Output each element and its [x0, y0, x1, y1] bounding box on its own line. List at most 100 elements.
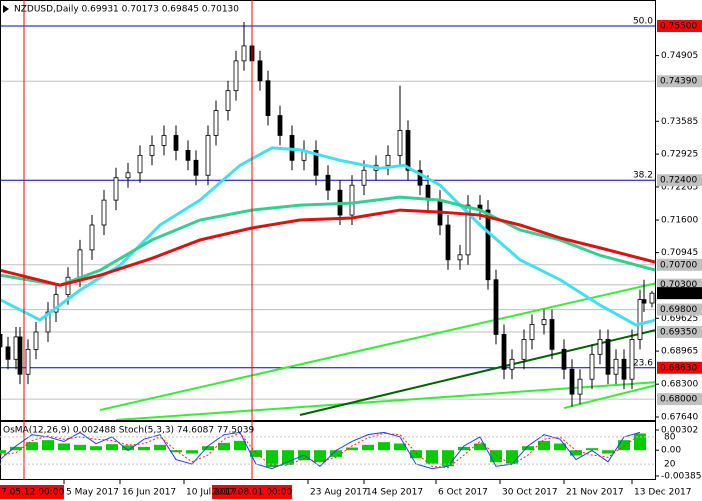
level-label: 0.70130	[660, 289, 697, 299]
x-tick-label: 13 Dec 2017	[634, 488, 692, 498]
osma-bar	[10, 446, 22, 451]
candle-body	[509, 358, 515, 370]
marker-label: 2017.08.01 00:00	[212, 488, 293, 498]
stoch-line	[0, 432, 641, 469]
osma-bar	[362, 444, 374, 451]
moving-average	[1, 208, 655, 287]
candle-body	[25, 348, 31, 375]
candle-body	[101, 199, 107, 226]
candle-body	[349, 184, 355, 216]
y-tick-label: 0.00	[661, 446, 681, 456]
x-tick-label: 21 Nov 2017	[566, 488, 624, 498]
level-ratio: 50.0	[633, 17, 653, 27]
marker-box	[0, 485, 64, 499]
candle-body	[277, 115, 283, 136]
osma-bar	[186, 450, 198, 454]
candle-body	[161, 135, 167, 146]
main-frame	[0, 0, 656, 421]
candle-body	[589, 353, 595, 380]
candle-body	[65, 276, 71, 296]
level-ratio: 38.2	[633, 171, 653, 181]
candle-body	[213, 110, 219, 136]
level-label: 0.70300	[660, 280, 697, 290]
candle-body	[13, 336, 19, 360]
osma-bar	[586, 448, 598, 451]
level-label: 0.69800	[660, 305, 697, 315]
osma-bar	[218, 442, 230, 451]
trend-line	[115, 381, 655, 420]
candle-body	[53, 294, 59, 313]
osma-bar	[474, 443, 486, 451]
candle-body	[485, 209, 491, 281]
osma-bar	[90, 446, 102, 451]
candle-body	[193, 159, 199, 176]
candle-body	[541, 319, 547, 325]
candle-body	[225, 90, 231, 111]
candle-body	[621, 358, 627, 380]
osma-bar	[122, 445, 134, 451]
osma-bar	[282, 450, 294, 465]
osma-bar	[554, 443, 566, 451]
level-box	[657, 361, 702, 374]
level-box	[657, 303, 702, 316]
level-box	[657, 75, 702, 88]
osma-bar	[538, 440, 550, 451]
candle-body	[241, 45, 247, 62]
y-tick-label: -0.00385	[661, 471, 701, 481]
y-tick-label: 0.67640	[661, 413, 698, 423]
osma-bar	[522, 446, 534, 451]
y-tick-label: 0.68965	[661, 347, 698, 357]
x-tick-label: 16 Jun 2017	[122, 488, 176, 498]
chart-title: NZDUSD,Daily 0.69931 0.70173 0.69845 0.7…	[14, 5, 239, 15]
osma-bar	[138, 446, 150, 451]
osc-title: OsMA(12,26,9) 0.002488 Stoch(5,3,3) 74.6…	[3, 426, 254, 436]
x-tick-label: 23 Aug 2017	[310, 488, 368, 498]
moving-average	[1, 195, 655, 287]
marker-label: 2017.05.12 00:00	[0, 488, 64, 498]
candle-body	[313, 149, 319, 176]
candle-body	[521, 339, 527, 360]
x-tick-label: 30 Oct 2017	[502, 488, 558, 498]
candle-body	[649, 292, 655, 304]
level-label: 0.70700	[660, 260, 697, 270]
x-tick-label: 5 May 2017	[66, 488, 119, 498]
candle-body	[77, 249, 83, 278]
trend-line	[563, 384, 655, 410]
y-tick-label: 0.71600	[661, 216, 698, 226]
osma-bar	[266, 450, 278, 467]
candle-body	[637, 299, 643, 340]
osma-bar	[250, 450, 262, 457]
candle-body	[605, 339, 611, 375]
candle-body	[257, 60, 263, 82]
level-box	[657, 258, 702, 271]
y-tick-label: 0.73585	[661, 117, 698, 127]
y2-tick-label: 20	[664, 460, 676, 470]
osma-bar	[618, 440, 630, 451]
osma-bar	[170, 450, 182, 453]
level-box	[657, 20, 702, 33]
candle-body	[173, 135, 179, 151]
candle-body	[549, 319, 555, 350]
osma-bar	[42, 440, 54, 451]
candle-body	[445, 224, 451, 261]
candle-body	[417, 169, 423, 186]
candle-body	[597, 339, 603, 355]
y-tick-label: 0.72925	[661, 150, 698, 160]
osma-bar	[602, 450, 614, 454]
level-box	[657, 325, 702, 338]
candle-body	[325, 174, 331, 191]
candle-body	[397, 130, 403, 156]
candle-body	[33, 331, 39, 350]
osma-bar	[378, 442, 390, 451]
osma-bar	[490, 450, 502, 463]
candle-body	[5, 346, 11, 360]
title-icon	[3, 5, 9, 13]
candle-body	[501, 334, 507, 370]
level-label: 0.75500	[660, 22, 697, 32]
osma-bar	[394, 443, 406, 451]
osma-bar	[458, 446, 470, 451]
level-box	[657, 174, 702, 187]
y-tick-label: 0.70945	[661, 248, 698, 258]
level-label: 0.68000	[660, 395, 697, 405]
